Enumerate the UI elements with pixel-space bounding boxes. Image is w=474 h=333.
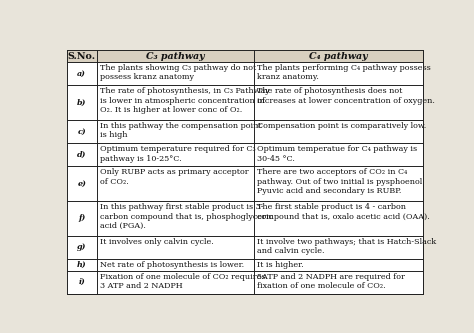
Text: S.No.: S.No. <box>68 52 96 61</box>
Bar <box>66 271 423 294</box>
Text: There are two acceptors of CO₂ in C₄
pathway. Out of two initial is pysphoenol
P: There are two acceptors of CO₂ in C₄ pat… <box>256 168 422 195</box>
Bar <box>66 143 423 166</box>
Text: The first stable product is 4 - carbon
compound that is, oxalo acetic acid (OAA): The first stable product is 4 - carbon c… <box>256 203 429 220</box>
Text: 5ATP and 2 NADPH are required for
fixation of one molecule of CO₂.: 5ATP and 2 NADPH are required for fixati… <box>256 273 404 290</box>
Text: It involve two pathways; that is Hatch-Slack
and calvin cycle.: It involve two pathways; that is Hatch-S… <box>256 238 436 255</box>
Text: C₃ pathway: C₃ pathway <box>146 52 205 61</box>
Bar <box>66 85 423 120</box>
Text: Optimum temperature required for C₃
pathway is 10-25°C.: Optimum temperature required for C₃ path… <box>100 145 255 163</box>
Text: It is higher.: It is higher. <box>256 261 303 269</box>
Text: g): g) <box>77 243 86 251</box>
Text: C₄ pathway: C₄ pathway <box>309 52 368 61</box>
Bar <box>66 166 423 201</box>
Text: The rate of photosynthesis does not
increases at lower concentration of oxygen.: The rate of photosynthesis does not incr… <box>256 87 435 105</box>
Text: The plants performing C₄ pathway possess
kranz anatomy.: The plants performing C₄ pathway possess… <box>256 64 430 81</box>
Text: Net rate of photosynthesis is lower.: Net rate of photosynthesis is lower. <box>100 261 244 269</box>
Bar <box>66 50 423 62</box>
Text: c): c) <box>77 128 86 136</box>
Text: h): h) <box>77 261 87 269</box>
Text: f): f) <box>78 214 85 222</box>
Text: b): b) <box>77 99 86 107</box>
Text: Compensation point is comparatively low.: Compensation point is comparatively low. <box>256 122 426 130</box>
Bar <box>66 62 423 85</box>
Text: Fixation of one molecule of CO₂ requires
3 ATP and 2 NADPH: Fixation of one molecule of CO₂ requires… <box>100 273 265 290</box>
Bar <box>66 120 423 143</box>
Text: d): d) <box>77 151 86 159</box>
Text: In this pathway the compensation point
is high: In this pathway the compensation point i… <box>100 122 262 140</box>
Text: e): e) <box>77 179 86 187</box>
Bar <box>66 236 423 259</box>
Text: a): a) <box>77 69 86 77</box>
Text: The plants showing C₃ pathway do not
possess kranz anatomy: The plants showing C₃ pathway do not pos… <box>100 64 256 81</box>
Text: It involves only calvin cycle.: It involves only calvin cycle. <box>100 238 214 246</box>
Text: The rate of photosynthesis, in C₃ Pathway
is lower in atmospheric concentration : The rate of photosynthesis, in C₃ Pathwa… <box>100 87 270 114</box>
Text: Only RUBP acts as primary acceptor
of CO₂.: Only RUBP acts as primary acceptor of CO… <box>100 168 248 186</box>
Text: Optimum temperatue for C₄ pathway is
30-45 °C.: Optimum temperatue for C₄ pathway is 30-… <box>256 145 417 163</box>
Bar <box>66 201 423 236</box>
Bar <box>66 259 423 271</box>
Text: In this pathway first stable product is 3-
carbon compound that is, phosphoglyce: In this pathway first stable product is … <box>100 203 273 230</box>
Text: i): i) <box>78 278 85 286</box>
